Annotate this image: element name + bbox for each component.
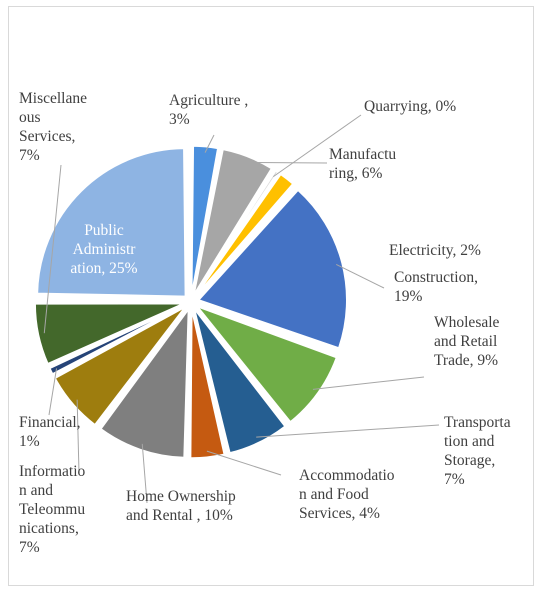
slice-label-quarrying: Quarrying, 0% [364, 98, 456, 115]
slice-label-miscellaneous-services: Miscellane ous Services, 7% [19, 90, 87, 164]
leader-line-miscellaneous-services [43, 164, 62, 334]
pie-slice-electricity [195, 173, 294, 297]
leader-line-quarrying [273, 114, 362, 178]
slice-label-electricity: Electricity, 2% [389, 242, 481, 259]
pie-slice-wholesale-and-retail-trade [195, 305, 338, 423]
slice-label-construction: Construction, 19% [394, 269, 478, 305]
slice-label-public-administration: Public Administr ation, 25% [70, 222, 137, 277]
pie-slice-agriculture [190, 145, 219, 295]
slice-label-financial: Financial, 1% [19, 414, 81, 450]
leader-line-financial [48, 368, 58, 416]
leader-line-home-ownership-and-rental [141, 443, 148, 504]
leader-line-information-and-telecommunications [76, 399, 80, 474]
slice-label-accommodation-and-food-services: Accommodatio n and Food Services, 4% [299, 467, 395, 522]
slice-label-manufacturing: Manufactu ring, 6% [329, 146, 396, 182]
slice-label-wholesale-and-retail-trade: Wholesale and Retail Trade, 9% [434, 314, 500, 369]
slice-label-information-and-telecommunications: Informatio n and Teleommu nications, 7% [19, 463, 86, 556]
leader-line-construction [336, 264, 385, 289]
leader-line-accommodation-and-food-services [206, 450, 282, 476]
chart-frame: Agriculture , 3% Manufactu ring, 6% Quarryin… [8, 6, 534, 586]
pie-slice-accommodation-and-food-services [189, 309, 226, 459]
leader-line-wholesale-and-retail-trade [312, 376, 425, 390]
pie-slice-miscellaneous-services [34, 302, 184, 365]
pie-slice-financial [48, 304, 185, 375]
pie-slice-quarrying [194, 169, 279, 296]
pie-slice-transportation-and-storage [193, 308, 287, 454]
leader-line-transportation-and-storage [256, 424, 440, 438]
leader-line-manufacturing [245, 161, 328, 164]
slice-label-home-ownership-and-rental: Home Ownership and Rental , 10% [126, 488, 236, 524]
slice-label-agriculture: Agriculture , 3% [169, 92, 248, 128]
pie-slice-construction [197, 189, 348, 349]
pie-chart: Agriculture , 3% Manufactu ring, 6% Quarryin… [19, 90, 511, 556]
slice-label-transportation-and-storage: Transporta tion and Storage, 7% [444, 414, 511, 488]
pie-slice-public-administration [36, 147, 187, 298]
pie-slice-home-ownership-and-rental [99, 307, 190, 459]
pie-slice-manufacturing [193, 148, 273, 295]
leader-line-agriculture [204, 134, 215, 153]
